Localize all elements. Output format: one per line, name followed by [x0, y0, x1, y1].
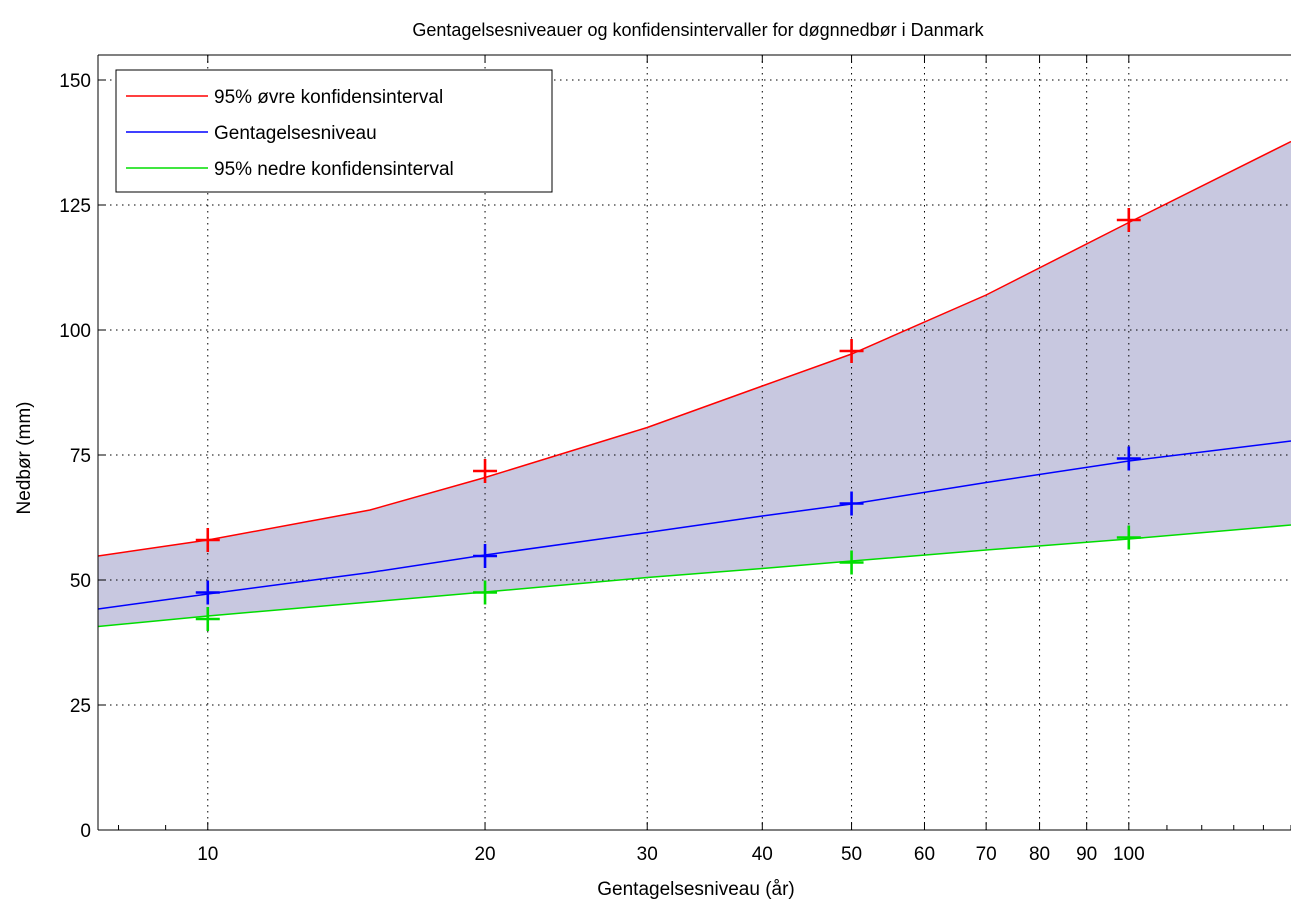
x-tick-label: 60 — [914, 844, 935, 865]
x-tick-label: 100 — [1113, 844, 1145, 865]
marker-1-3 — [1116, 446, 1141, 471]
y-tick-label: 100 — [59, 321, 91, 342]
series-line-2 — [97, 524, 1291, 628]
series-line-0 — [97, 140, 1291, 557]
x-tick-label: 80 — [1029, 844, 1050, 865]
x-tick-label: 20 — [474, 844, 495, 865]
axes — [97, 54, 1291, 831]
marker-1-0 — [195, 580, 220, 605]
marker-2-3 — [1116, 525, 1141, 550]
x-axis-label: Gentagelsesniveau (år) — [597, 879, 795, 899]
y-axis-label: Nedbør (mm) — [14, 402, 35, 515]
marker-2-2 — [839, 550, 864, 575]
series-markers — [195, 208, 1141, 631]
x-ticks: 10 20 30 40 50 60 70 80 90 100 — [118, 55, 1291, 865]
x-tick-label: 90 — [1076, 844, 1097, 865]
confidence-band — [98, 141, 1291, 627]
x-tick-label: 30 — [637, 844, 658, 865]
legend: 95% øvre konfidensinterval Gentagelsesniv… — [115, 69, 553, 193]
marker-0-2 — [839, 339, 864, 363]
chart-title: Gentagelsesniveauer og konfidensinterval… — [412, 20, 984, 40]
marker-2-0 — [195, 607, 220, 631]
x-tick-label: 70 — [976, 844, 997, 865]
legend-box — [115, 69, 553, 193]
y-tick-label: 50 — [70, 571, 91, 592]
legend-label-0: 95% øvre konfidensinterval — [214, 87, 443, 108]
legend-label-2: 95% nedre konfidensinterval — [214, 159, 454, 180]
series-lines — [97, 140, 1291, 628]
marker-1-2 — [839, 491, 864, 516]
y-tick-label: 25 — [70, 696, 91, 717]
x-tick-label: 10 — [197, 844, 218, 865]
marker-0-0 — [195, 528, 220, 552]
y-ticks: 0 25 50 75 100 125 150 — [59, 71, 106, 842]
series-line-1 — [97, 440, 1291, 610]
y-tick-label: 150 — [59, 71, 91, 92]
marker-0-3 — [1116, 208, 1141, 232]
y-tick-label: 0 — [80, 821, 91, 842]
y-tick-label: 75 — [70, 446, 91, 467]
y-tick-label: 125 — [59, 196, 91, 217]
x-tick-label: 40 — [752, 844, 773, 865]
marker-1-1 — [473, 544, 498, 568]
marker-0-1 — [473, 459, 498, 483]
confidence-band-area — [98, 141, 1291, 627]
legend-label-1: Gentagelsesniveau — [214, 123, 377, 144]
marker-2-1 — [473, 580, 498, 605]
x-tick-label: 50 — [841, 844, 862, 865]
